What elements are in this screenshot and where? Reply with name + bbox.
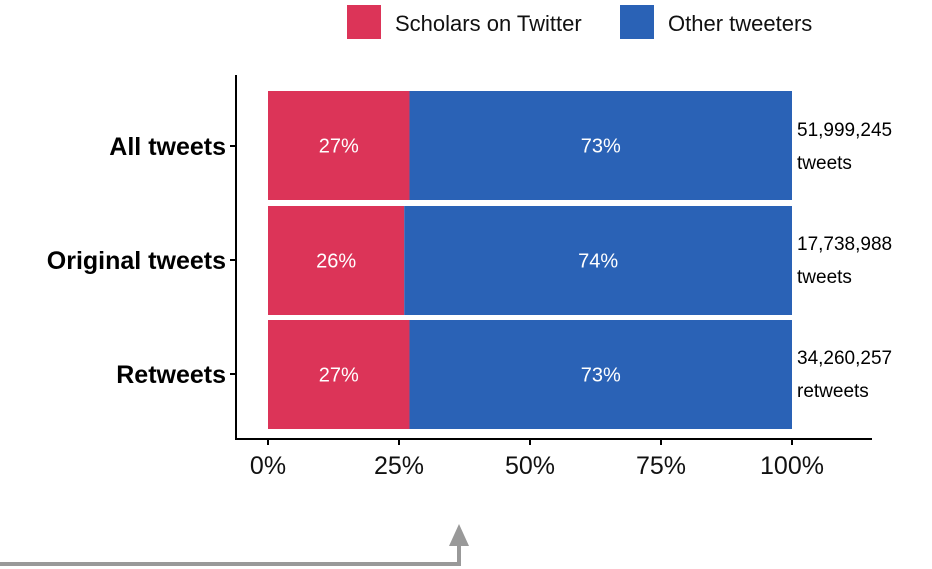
legend-label-other: Other tweeters (668, 11, 812, 36)
x-tick-label-75: 75% (636, 452, 686, 480)
bar-segment-retweets-other (409, 320, 792, 429)
x-axis-ticks: 0% 25% 50% 75% 100% (250, 439, 824, 480)
total-unit-retweets: retweets (797, 381, 869, 402)
bar-segment-original-tweets-scholars (268, 206, 405, 315)
legend: Scholars on Twitter Other tweeters (347, 5, 812, 39)
total-count-retweets: 34,260,257 (797, 348, 892, 369)
bar-segment-all-tweets-other (409, 91, 792, 200)
x-tick-label-25: 25% (374, 452, 424, 480)
bar-labels: 27% 73% 26% 74% 27% 73% (316, 136, 621, 387)
legend-label-scholars: Scholars on Twitter (395, 11, 582, 36)
total-count-original-tweets: 17,738,988 (797, 234, 892, 255)
bar-label-all-tweets-scholars: 27% (319, 136, 359, 158)
legend-swatch-scholars (347, 5, 381, 39)
x-tick-label-50: 50% (505, 452, 555, 480)
bar-label-original-tweets-scholars: 26% (316, 251, 356, 273)
x-tick-label-100: 100% (760, 452, 824, 480)
category-label-original-tweets: Original tweets (47, 247, 226, 275)
category-label-all-tweets: All tweets (109, 133, 226, 161)
total-unit-all-tweets: tweets (797, 153, 852, 174)
bar-segment-retweets-scholars (268, 320, 410, 429)
bar-segment-all-tweets-scholars (268, 91, 410, 200)
legend-swatch-other (620, 5, 654, 39)
bar-label-original-tweets-other: 74% (578, 251, 618, 273)
bar-label-retweets-other: 73% (581, 365, 621, 387)
totals: 51,999,245 tweets 17,738,988 tweets 34,2… (797, 120, 892, 402)
bar-label-all-tweets-other: 73% (581, 136, 621, 158)
bar-label-retweets-scholars: 27% (319, 365, 359, 387)
category-label-retweets: Retweets (116, 361, 226, 389)
annotation-arrow-line (0, 544, 461, 566)
bar-segment-original-tweets-other (404, 206, 792, 315)
annotation-arrow-head (449, 524, 469, 546)
x-tick-label-0: 0% (250, 452, 286, 480)
bars (268, 91, 792, 429)
annotation-arrow (0, 524, 469, 566)
total-count-all-tweets: 51,999,245 (797, 120, 892, 141)
total-unit-original-tweets: tweets (797, 267, 852, 288)
